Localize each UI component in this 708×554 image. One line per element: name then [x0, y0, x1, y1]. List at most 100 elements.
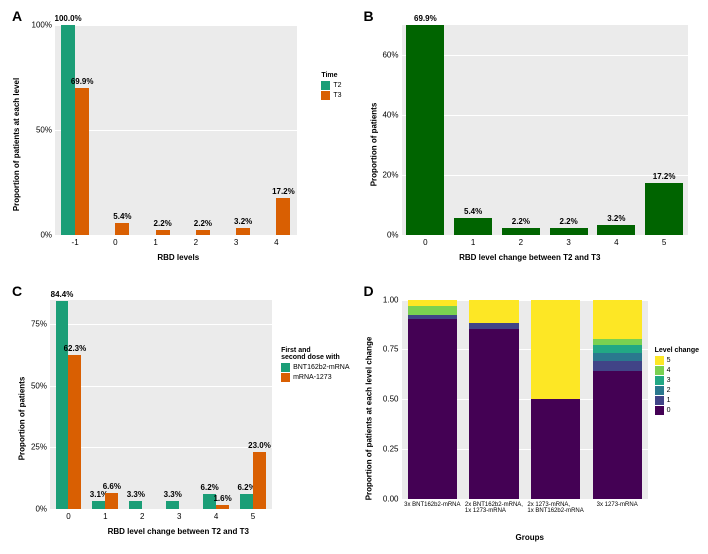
bar: [75, 88, 89, 234]
bar-segment: [531, 399, 580, 499]
legend-title: Time: [321, 72, 341, 79]
bar-segment: [408, 306, 457, 316]
bar: [597, 225, 635, 235]
bar-value-label: 3.3%: [127, 490, 145, 499]
bar-value-label: 5.4%: [464, 207, 482, 216]
legend-text: BNT162b2-mRNA: [293, 364, 349, 371]
legend-text: 2: [667, 387, 671, 394]
gridline: [50, 509, 272, 510]
x-tick-label: 5: [251, 509, 255, 521]
bar-value-label: 84.4%: [51, 290, 74, 299]
y-tick-label: 100%: [32, 21, 55, 30]
y-tick-label: 0.50: [383, 395, 402, 404]
bar-value-label: 6.2%: [201, 483, 219, 492]
bar-value-label: 17.2%: [653, 172, 676, 181]
stacked-bar: [469, 300, 518, 500]
legend-text: 1: [667, 397, 671, 404]
bar-value-label: 17.2%: [272, 187, 295, 196]
panel-d: D 0.000.250.500.751.003x BNT162b2-mRNA2x…: [362, 285, 699, 545]
bar-value-label: 2.2%: [194, 219, 212, 228]
panel-d-label: D: [364, 283, 374, 299]
bar-value-label: 2.2%: [560, 217, 578, 226]
stacked-bar: [593, 300, 642, 500]
bar: [236, 228, 250, 235]
y-tick-label: 25%: [31, 443, 50, 452]
bar-segment: [593, 353, 642, 361]
gridline: [402, 55, 689, 56]
y-tick-label: 60%: [382, 50, 401, 59]
legend-swatch: [655, 396, 664, 405]
bar-value-label: 5.4%: [113, 212, 131, 221]
chart-a-area: 0%50%100%-1100.0%69.9%05.4%12.2%22.2%33.…: [55, 25, 297, 235]
chart-b-ylabel: Proportion of patients: [369, 102, 378, 186]
bar-value-label: 69.9%: [414, 14, 437, 23]
x-tick-label: 2: [140, 509, 144, 521]
x-tick-label: 4: [614, 235, 618, 247]
x-tick-label: 1: [471, 235, 475, 247]
bar-value-label: 69.9%: [71, 77, 94, 86]
bar-value-label: 3.2%: [607, 214, 625, 223]
y-tick-label: 0%: [35, 505, 50, 514]
bar: [115, 223, 129, 234]
bar-segment: [593, 361, 642, 371]
legend-text: T3: [333, 92, 341, 99]
x-tick-label: 3: [566, 235, 570, 247]
chart-c-ylabel: Proportion of patients: [17, 377, 26, 461]
y-tick-label: 75%: [31, 320, 50, 329]
x-tick-label: 3x BNT162b2-mRNA: [404, 499, 460, 508]
chart-d-legend: Level change543210: [653, 345, 701, 418]
bar-value-label: 2.2%: [154, 219, 172, 228]
bar: [454, 218, 492, 234]
y-tick-label: 50%: [31, 381, 50, 390]
legend-swatch: [321, 81, 330, 90]
bar-value-label: 62.3%: [64, 344, 87, 353]
legend-swatch: [655, 376, 664, 385]
panel-c-label: C: [12, 283, 22, 299]
chart-c-area: 0%25%50%75%084.4%62.3%13.1%6.6%23.3%33.3…: [50, 300, 272, 510]
bar: [56, 301, 69, 509]
legend-text: 5: [667, 357, 671, 364]
legend-item: BNT162b2-mRNA: [281, 363, 349, 372]
chart-b-xlabel: RBD level change between T2 and T3: [459, 253, 600, 262]
x-tick-label: 5: [662, 235, 666, 247]
legend-item: mRNA-1273: [281, 373, 349, 382]
x-tick-label: 3x 1273-mRNA: [597, 499, 638, 508]
bar: [276, 198, 290, 234]
x-tick-label: -1: [72, 235, 79, 247]
bar: [68, 355, 81, 509]
y-tick-label: 20%: [382, 170, 401, 179]
chart-grid: A 0%50%100%-1100.0%69.9%05.4%12.2%22.2%3…: [10, 10, 698, 544]
bar-segment: [593, 371, 642, 499]
chart-c-xlabel: RBD level change between T2 and T3: [108, 527, 249, 536]
x-tick-label: 0: [113, 235, 117, 247]
bar: [129, 501, 142, 509]
legend-item: 3: [655, 376, 699, 385]
legend-swatch: [321, 91, 330, 100]
legend-item: 2: [655, 386, 699, 395]
panel-b-label: B: [364, 8, 374, 24]
chart-c-legend: First and second dose withBNT162b2-mRNAm…: [279, 345, 351, 385]
bar: [645, 183, 683, 234]
bar-value-label: 23.0%: [248, 441, 271, 450]
bar: [240, 494, 253, 509]
y-tick-label: 50%: [36, 125, 55, 134]
x-tick-label: 2x 1273-mRNA, 1x BNT162b2-mRNA: [527, 499, 583, 514]
chart-d-area: 0.000.250.500.751.003x BNT162b2-mRNA2x B…: [402, 300, 649, 500]
legend-swatch: [655, 356, 664, 365]
panel-c: C 0%25%50%75%084.4%62.3%13.1%6.6%23.3%33…: [10, 285, 347, 545]
bar-value-label: 6.6%: [103, 482, 121, 491]
bar-segment: [469, 323, 518, 329]
bar-segment: [531, 300, 580, 400]
gridline: [402, 175, 689, 176]
gridline: [402, 115, 689, 116]
bar-segment: [593, 345, 642, 353]
bar-segment: [593, 339, 642, 345]
panel-b: B 0%20%40%60%069.9%15.4%22.2%32.2%43.2%5…: [362, 10, 699, 270]
x-tick-label: 2: [194, 235, 198, 247]
bar: [550, 228, 588, 235]
panel-a-label: A: [12, 8, 22, 24]
bar-segment: [408, 300, 457, 306]
stacked-bar: [408, 300, 457, 500]
x-tick-label: 2: [519, 235, 523, 247]
chart-a-ylabel: Proportion of patients at each level: [12, 78, 21, 211]
